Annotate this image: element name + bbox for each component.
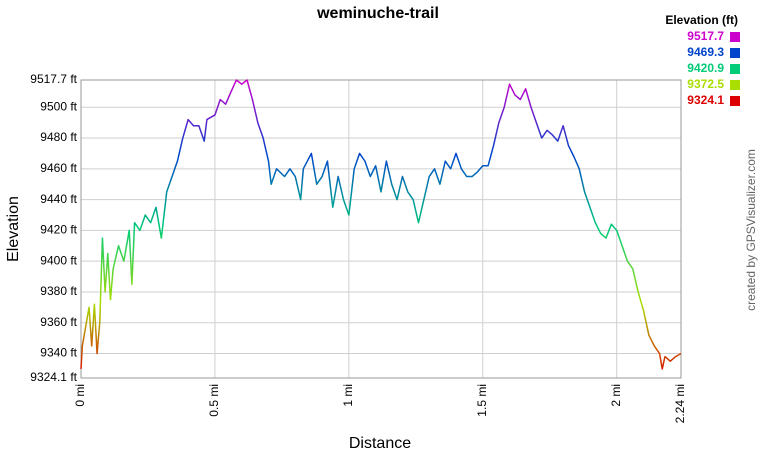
legend-swatch <box>730 64 740 74</box>
x-tick-label: 0 mi <box>73 384 87 407</box>
legend-label: 9324.1 <box>687 93 724 107</box>
legend-label: 9372.5 <box>687 77 724 91</box>
y-tick-label: 9480 ft <box>40 130 77 144</box>
y-tick-label: 9324.1 ft <box>30 370 77 384</box>
legend-swatch <box>730 32 740 42</box>
y-tick-label: 9440 ft <box>40 192 77 206</box>
plot-border <box>80 79 682 379</box>
x-tick-label: 0.5 mi <box>207 384 221 417</box>
y-tick-label: 9420 ft <box>40 223 77 237</box>
y-tick-label: 9400 ft <box>40 253 77 267</box>
credit: created by GPSVisualizer.com <box>744 149 758 311</box>
elevation-line <box>80 79 682 370</box>
x-tick-label: 2.24 mi <box>673 384 687 423</box>
legend-title: Elevation (ft) <box>665 13 738 27</box>
x-axis-title: Distance <box>349 435 411 452</box>
chart-title: weminuche-trail <box>316 5 439 22</box>
legend-swatch <box>730 80 740 90</box>
x-tick-label: 2 mi <box>609 384 623 407</box>
legend-label: 9469.3 <box>687 45 724 59</box>
y-tick-label: 9360 ft <box>40 315 77 329</box>
legend-swatch <box>730 48 740 58</box>
y-tick-label: 9500 ft <box>40 99 77 113</box>
legend-label: 9420.9 <box>687 61 724 75</box>
x-tick-label: 1 mi <box>341 384 355 407</box>
y-tick-label: 9340 ft <box>40 346 77 360</box>
legend-swatch <box>730 96 740 106</box>
x-tick-label: 1.5 mi <box>475 384 489 417</box>
y-tick-label: 9460 ft <box>40 161 77 175</box>
y-tick-label: 9517.7 ft <box>30 72 77 86</box>
y-tick-label: 9380 ft <box>40 284 77 298</box>
y-axis-title: Elevation <box>5 196 22 262</box>
legend-label: 9517.7 <box>687 29 724 43</box>
